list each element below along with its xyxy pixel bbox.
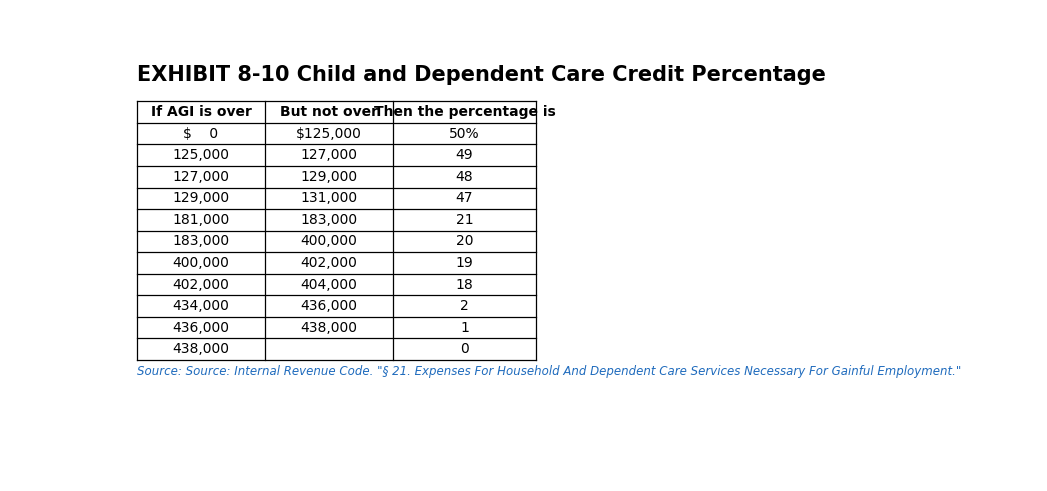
Text: 402,000: 402,000: [173, 277, 229, 292]
Text: 0: 0: [460, 342, 469, 356]
Text: 183,000: 183,000: [173, 234, 229, 248]
Text: $    0: $ 0: [183, 127, 219, 140]
Text: 1: 1: [460, 321, 469, 335]
Text: If AGI is over: If AGI is over: [151, 105, 251, 119]
Text: 49: 49: [455, 148, 473, 162]
Text: 21: 21: [455, 213, 473, 227]
Text: 18: 18: [455, 277, 473, 292]
Text: 438,000: 438,000: [173, 342, 229, 356]
Text: 50%: 50%: [449, 127, 480, 140]
Text: 48: 48: [455, 170, 473, 184]
Text: 19: 19: [455, 256, 473, 270]
Text: 181,000: 181,000: [173, 213, 229, 227]
Text: 127,000: 127,000: [300, 148, 357, 162]
Text: 127,000: 127,000: [173, 170, 229, 184]
Text: 402,000: 402,000: [300, 256, 357, 270]
Text: $125,000: $125,000: [296, 127, 362, 140]
Text: 131,000: 131,000: [300, 191, 357, 205]
Text: 20: 20: [455, 234, 473, 248]
Text: 129,000: 129,000: [173, 191, 229, 205]
Text: Source: Source: Internal Revenue Code. "§ 21. Expenses For Household And Depende: Source: Source: Internal Revenue Code. "…: [137, 365, 961, 378]
Text: 438,000: 438,000: [300, 321, 357, 335]
Text: 129,000: 129,000: [300, 170, 357, 184]
Text: But not over: But not over: [280, 105, 378, 119]
Text: 400,000: 400,000: [300, 234, 357, 248]
Text: 404,000: 404,000: [300, 277, 357, 292]
Text: 400,000: 400,000: [173, 256, 229, 270]
Text: 47: 47: [455, 191, 473, 205]
Text: 434,000: 434,000: [173, 299, 229, 313]
Text: Then the percentage is: Then the percentage is: [374, 105, 555, 119]
Text: EXHIBIT 8-10 Child and Dependent Care Credit Percentage: EXHIBIT 8-10 Child and Dependent Care Cr…: [137, 65, 826, 85]
Text: 183,000: 183,000: [300, 213, 357, 227]
Text: 436,000: 436,000: [300, 299, 357, 313]
Text: 2: 2: [460, 299, 469, 313]
Text: 125,000: 125,000: [173, 148, 229, 162]
Text: 436,000: 436,000: [173, 321, 229, 335]
